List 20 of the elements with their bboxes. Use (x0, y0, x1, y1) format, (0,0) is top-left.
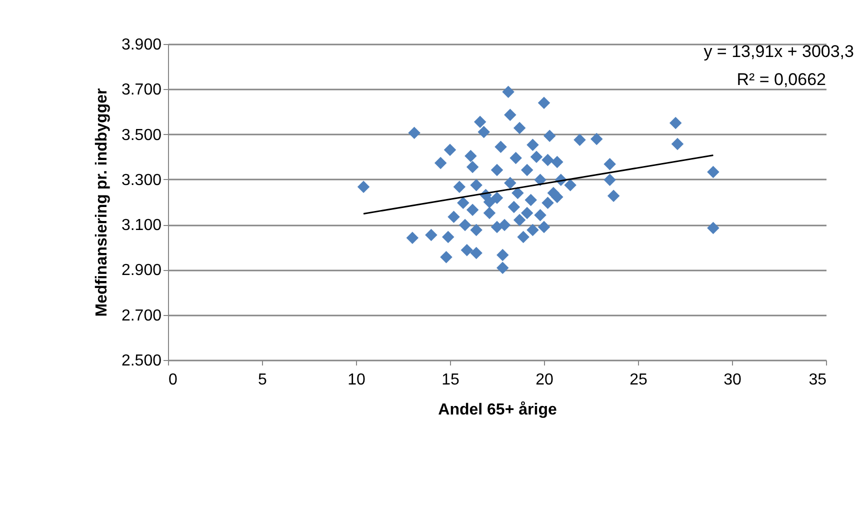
x-tick-label: 15 (442, 372, 460, 388)
y-tick-label: 3.300 (121, 172, 162, 189)
y-tick-label: 2.900 (121, 262, 162, 280)
y-tick-label: 3.500 (121, 126, 162, 144)
y-tick-label: 3.100 (121, 217, 162, 234)
y-tick-label: 2.700 (121, 307, 162, 324)
annotation: y = 13,91x + 3003,3 (704, 42, 854, 61)
y-tick-label: 3.900 (121, 36, 162, 54)
y-axis-title: Medfinansiering pr. indbygger (93, 88, 110, 317)
x-axis-title: Andel 65+ årige (438, 400, 557, 418)
y-tick-label: 3.700 (121, 82, 162, 99)
annotation: R² = 0,0662 (736, 70, 826, 89)
y-tick-label: 2.500 (121, 352, 162, 370)
x-tick-label: 25 (630, 372, 648, 388)
x-tick-label: 35 (808, 372, 827, 388)
x-tick-label: 10 (348, 372, 366, 388)
x-tick-label: 30 (724, 372, 742, 388)
x-tick-label: 0 (168, 372, 178, 388)
x-tick-label: 20 (536, 372, 554, 388)
x-tick-label: 5 (258, 372, 268, 388)
